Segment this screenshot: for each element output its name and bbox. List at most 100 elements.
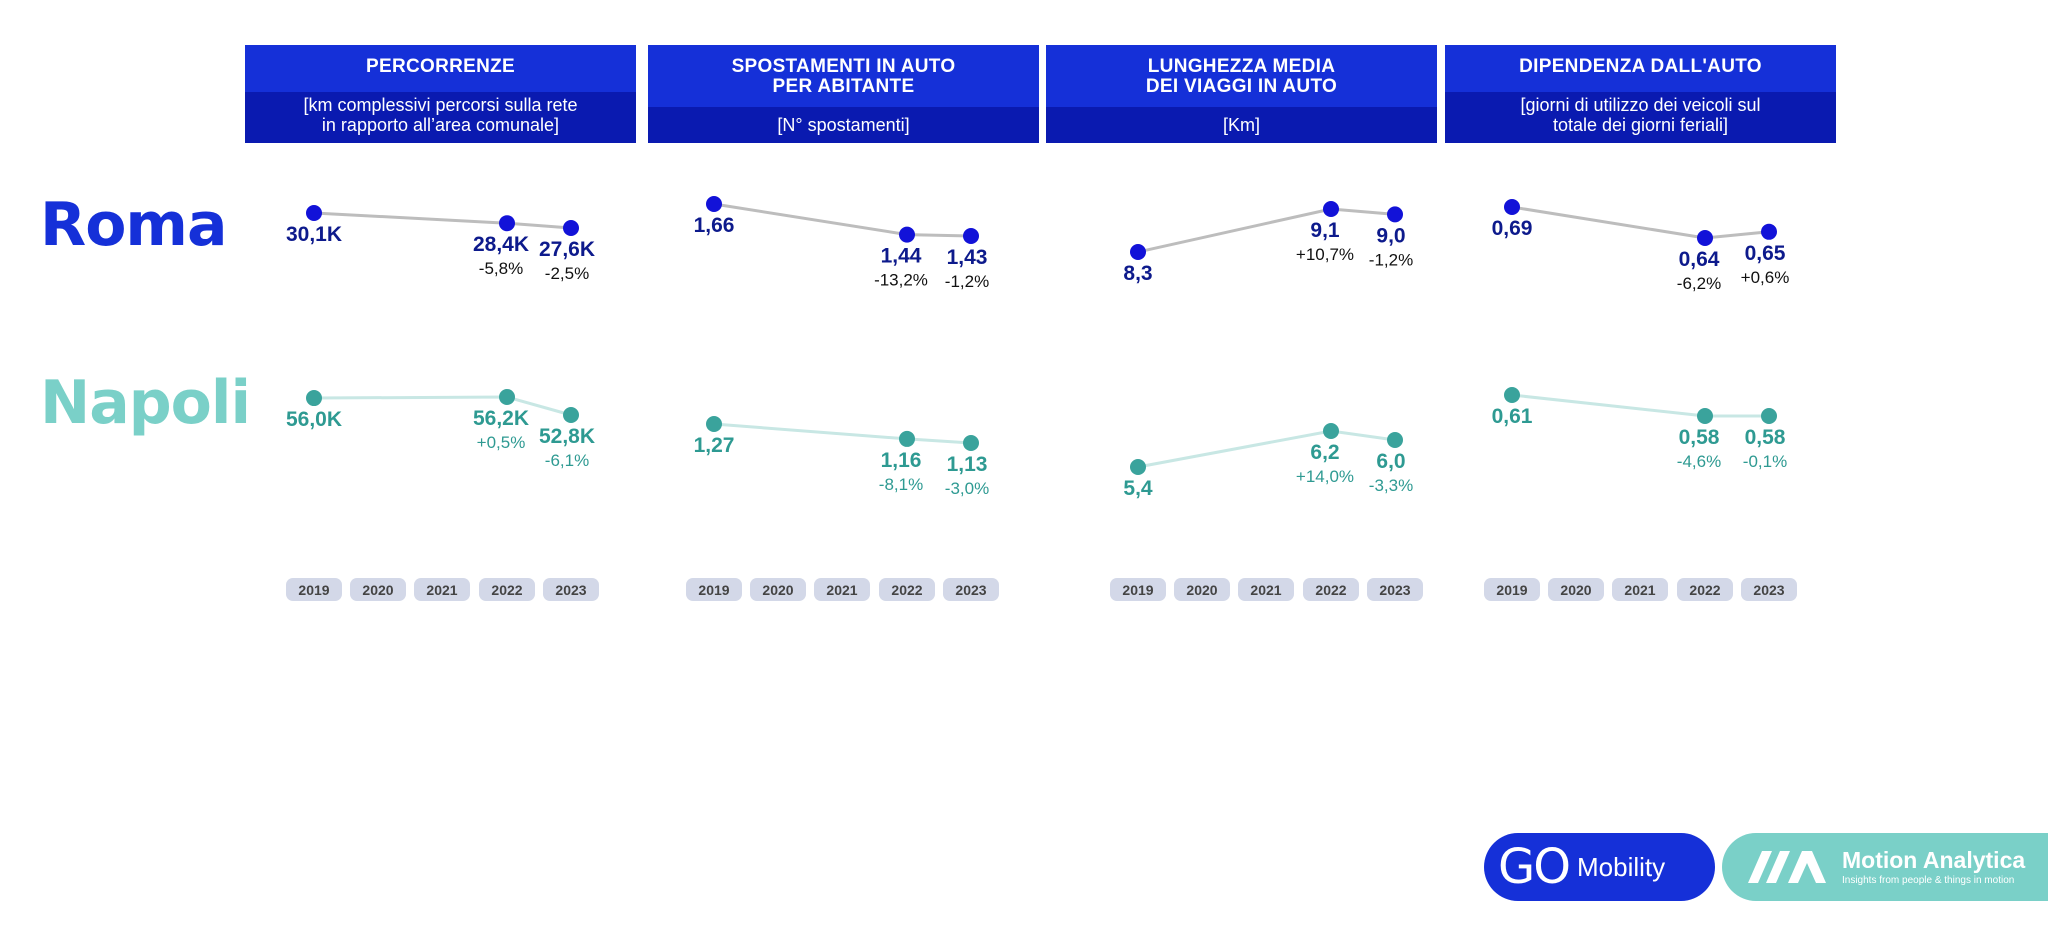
x-tick-label: 2021 xyxy=(1250,582,1281,598)
change-label: -5,8% xyxy=(479,259,523,278)
change-label: -1,2% xyxy=(1369,250,1413,269)
panel-title: PERCORRENZE xyxy=(366,56,515,77)
change-label: +10,7% xyxy=(1296,245,1354,264)
go-mobility-logo: GO Mobility xyxy=(1484,833,1715,901)
x-tick-pill xyxy=(350,578,406,601)
x-tick-label: 2021 xyxy=(426,582,457,598)
x-tick-pill xyxy=(479,578,535,601)
x-tick-label: 2020 xyxy=(1186,582,1217,598)
series-line-napoli xyxy=(1137,429,1396,469)
change-label: +0,5% xyxy=(477,433,526,452)
data-point xyxy=(499,389,515,405)
x-tick-pill xyxy=(1548,578,1604,601)
x-tick-label: 2023 xyxy=(555,582,586,598)
data-label: 0,58 xyxy=(1745,426,1786,449)
series-line-napoli xyxy=(313,395,572,417)
x-tick-pill xyxy=(879,578,935,601)
data-label: 56,2K xyxy=(473,407,529,430)
change-label: -8,1% xyxy=(879,475,923,494)
panel-subtitle-line2: in rapporto all’area comunale] xyxy=(321,115,560,135)
data-point xyxy=(1504,199,1520,215)
data-point xyxy=(563,407,579,423)
x-tick-pill xyxy=(543,578,599,601)
x-tick-pill xyxy=(1303,578,1359,601)
data-label: 52,8K xyxy=(539,425,595,448)
change-label: -1,2% xyxy=(945,272,989,291)
data-label: 1,43 xyxy=(947,246,988,269)
data-label: 0,65 xyxy=(1745,242,1786,265)
go-mobility-text: Mobility xyxy=(1576,851,1666,882)
x-tick-label: 2023 xyxy=(955,582,986,598)
x-tick-label: 2021 xyxy=(1624,582,1655,598)
panel-subtitle-line1: [km complessivi percorsi sulla rete xyxy=(303,95,578,115)
data-point xyxy=(963,435,979,451)
x-tick-pill xyxy=(286,578,342,601)
go-mark: GO xyxy=(1498,839,1571,895)
data-label: 9,1 xyxy=(1310,219,1340,242)
panel-title: DIPENDENZA DALL'AUTO xyxy=(1519,56,1762,77)
data-label: 1,13 xyxy=(947,453,988,476)
data-point xyxy=(1697,230,1713,246)
series-line-napoli xyxy=(713,422,972,445)
x-tick-pill xyxy=(814,578,870,601)
motion-analytica-tagline: Insights from people & things in motion xyxy=(1842,875,2015,886)
motion-analytica-logo: Motion Analytica Insights from people & … xyxy=(1722,833,2048,901)
x-tick-pill xyxy=(686,578,742,601)
panel-subtitle: [N° spostamenti] xyxy=(777,115,910,135)
series-line-roma xyxy=(313,211,572,230)
panel-subtitle: [Km] xyxy=(1222,115,1260,135)
x-tick-label: 2022 xyxy=(491,582,522,598)
change-label: -3,0% xyxy=(945,479,989,498)
series-line-roma xyxy=(1511,205,1770,240)
data-point xyxy=(499,215,515,232)
data-label: 1,66 xyxy=(694,214,735,237)
data-point xyxy=(306,205,322,221)
change-label: +14,0% xyxy=(1296,467,1354,486)
change-label: -4,6% xyxy=(1677,452,1721,471)
panel-title-line1: LUNGHEZZA MEDIA xyxy=(1147,56,1336,77)
series-line-roma xyxy=(1137,207,1396,254)
data-point xyxy=(1323,201,1339,217)
x-tick-label: 2022 xyxy=(891,582,922,598)
data-label: 30,1K xyxy=(286,223,342,246)
data-point xyxy=(306,390,322,407)
change-label: +0,6% xyxy=(1741,268,1790,287)
change-label: -6,1% xyxy=(545,451,589,470)
data-label: 0,61 xyxy=(1492,405,1533,428)
x-tick-pill xyxy=(414,578,470,601)
data-label: 1,44 xyxy=(881,245,922,268)
city-label-roma: Roma xyxy=(40,190,227,260)
x-tick-label: 2019 xyxy=(298,582,329,598)
series-line-napoli xyxy=(1511,393,1769,418)
x-tick-label: 2021 xyxy=(826,582,857,598)
panel-subtitle-line1: [giorni di utilizzo dei veicoli sul xyxy=(1520,95,1761,115)
data-label: 56,0K xyxy=(286,408,342,431)
city-label-napoli: Napoli xyxy=(40,368,251,438)
motion-analytica-mark-icon xyxy=(1748,851,1826,883)
data-point xyxy=(1387,432,1403,448)
x-tick-pill xyxy=(1677,578,1733,601)
data-label: 27,6K xyxy=(539,238,595,261)
x-tick-pill xyxy=(1741,578,1797,601)
data-point xyxy=(1323,423,1339,439)
x-tick-pill xyxy=(1612,578,1668,601)
change-label: -2,5% xyxy=(545,264,589,283)
data-point xyxy=(1761,408,1777,424)
panel-header-lunghezza: LUNGHEZZA MEDIA DEI VIAGGI IN AUTO [Km] xyxy=(1046,45,1437,143)
data-point xyxy=(563,220,579,236)
data-label: 6,2 xyxy=(1310,441,1339,464)
x-tick-label: 2020 xyxy=(362,582,393,598)
change-label: -13,2% xyxy=(874,271,928,290)
data-point xyxy=(706,196,722,212)
panel-header-spostamenti: SPOSTAMENTI IN AUTO PER ABITANTE [N° spo… xyxy=(648,45,1039,143)
data-label: 1,27 xyxy=(694,434,735,457)
data-point xyxy=(899,430,915,447)
data-point xyxy=(1761,223,1777,240)
x-tick-pill xyxy=(943,578,999,601)
data-point xyxy=(1504,387,1520,403)
motion-analytica-name: Motion Analytica xyxy=(1842,847,2026,873)
data-label: 0,64 xyxy=(1679,248,1720,271)
data-point xyxy=(1130,459,1146,475)
panel-title-line2: DEI VIAGGI IN AUTO xyxy=(1145,76,1338,97)
